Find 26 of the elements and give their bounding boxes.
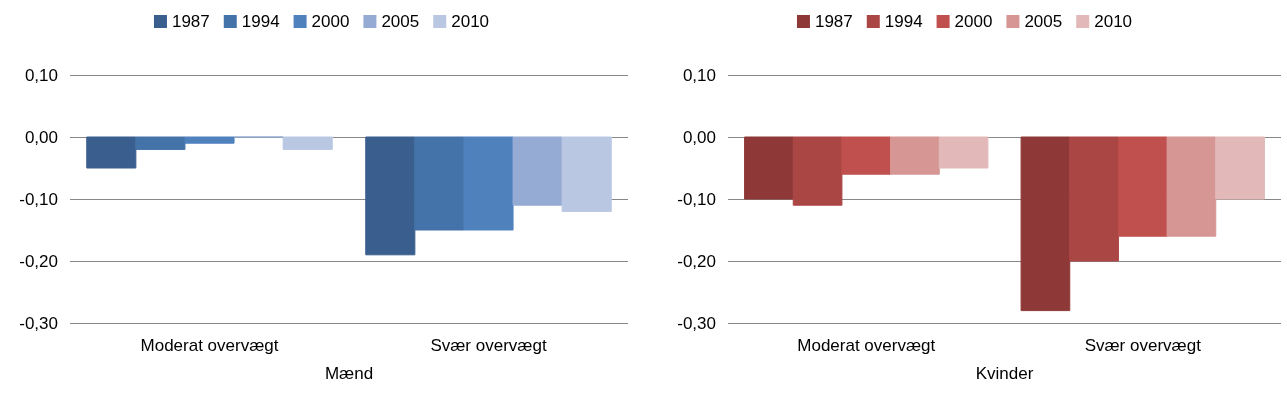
legend-label: 1987 — [171, 12, 210, 31]
y-tick-label: -0,30 — [19, 313, 58, 333]
legend-label: 2010 — [451, 12, 490, 31]
legend-label: 2000 — [311, 12, 350, 31]
x-tick-label: Moderat overvægt — [140, 336, 279, 355]
legend-label: 2005 — [381, 12, 420, 31]
y-tick-label: 0,00 — [24, 127, 58, 147]
y-tick-label: -0,20 — [19, 251, 58, 271]
y-tick-label: 0,10 — [682, 65, 716, 85]
x-axis-title: Kvinder — [975, 364, 1034, 383]
legend-label: 2005 — [1024, 12, 1063, 31]
legend-label: 1987 — [814, 12, 853, 31]
y-tick-label: -0,10 — [19, 189, 58, 209]
y-tick-label: -0,30 — [677, 313, 716, 333]
x-axis-title: Mænd — [324, 364, 374, 383]
legend-label: 1994 — [241, 12, 280, 31]
legend-label: 2000 — [954, 12, 993, 31]
y-tick-label: -0,10 — [677, 189, 716, 209]
x-tick-label: Svær overvægt — [430, 336, 547, 355]
y-tick-label: 0,00 — [682, 127, 716, 147]
legend-label: 1994 — [884, 12, 923, 31]
x-tick-label: Svær overvægt — [1084, 336, 1202, 355]
y-tick-label: 0,10 — [24, 65, 58, 85]
legend-label: 2010 — [1094, 12, 1133, 31]
y-tick-label: -0,20 — [677, 251, 716, 271]
x-tick-label: Moderat overvægt — [797, 336, 936, 355]
